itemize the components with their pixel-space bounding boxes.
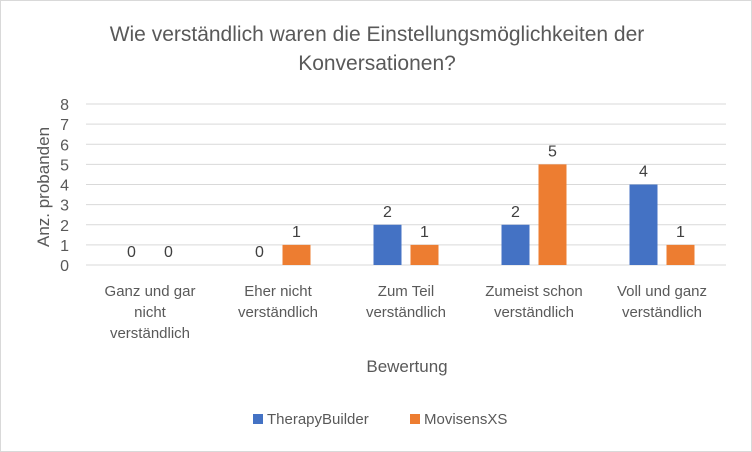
data-label: 1 [676,224,685,241]
y-tick-label: 7 [60,117,69,134]
bar-movisensxs-4 [666,244,695,265]
category-label: Eher nicht [244,283,312,300]
y-axis-ticks: 0 1 2 3 4 5 6 7 8 [60,97,69,275]
y-tick-label: 1 [60,238,69,255]
bar-movisensxs-1 [282,244,311,265]
chart-title-line-1: Wie verständlich waren die Einstellungsm… [110,23,645,46]
category-label: Zumeist schon [485,283,583,300]
category-label: verständlich [366,304,446,321]
data-label: 5 [548,143,557,160]
legend-label: TherapyBuilder [267,411,369,428]
bar-therapybuilder-2 [373,224,402,265]
category-label: verständlich [110,325,190,342]
category-label: Zum Teil [378,283,434,300]
legend-swatch-movisensxs [410,414,420,424]
category-label: verständlich [494,304,574,321]
data-label: 1 [292,224,301,241]
bar-therapybuilder-4 [629,184,658,265]
legend-swatch-therapybuilder [253,414,263,424]
y-tick-label: 8 [60,97,69,114]
category-label: Voll und ganz [617,283,707,300]
y-tick-label: 4 [60,178,69,195]
bars [282,164,695,265]
data-label: 2 [511,204,520,221]
data-label: 0 [127,244,136,261]
y-tick-label: 3 [60,198,69,215]
category-label: Ganz und gar [105,283,196,300]
y-tick-label: 6 [60,137,69,154]
data-label: 1 [420,224,429,241]
data-label: 0 [255,244,264,261]
y-tick-label: 0 [60,258,69,275]
y-tick-label: 2 [60,218,69,235]
legend: TherapyBuilder MovisensXS [253,411,507,428]
gridlines [86,103,726,266]
legend-label: MovisensXS [424,411,507,428]
x-axis-categories: Ganz und gar nicht verständlich Eher nicht v… [105,283,707,342]
category-label: verständlich [622,304,702,321]
bar-therapybuilder-3 [501,224,530,265]
chart-title-line-2: Konversationen? [298,52,456,75]
y-tick-label: 5 [60,157,69,174]
category-label: verständlich [238,304,318,321]
data-label: 0 [164,244,173,261]
data-label: 2 [383,204,392,221]
data-labels: 0 0 2 2 4 0 1 1 5 1 [127,143,685,261]
y-axis-title: Anz. probanden [34,127,53,247]
x-axis-title: Bewertung [366,357,447,376]
category-label: nicht [134,304,167,321]
data-label: 4 [639,164,648,181]
bar-movisensxs-3 [538,164,567,265]
bar-movisensxs-2 [410,244,439,265]
